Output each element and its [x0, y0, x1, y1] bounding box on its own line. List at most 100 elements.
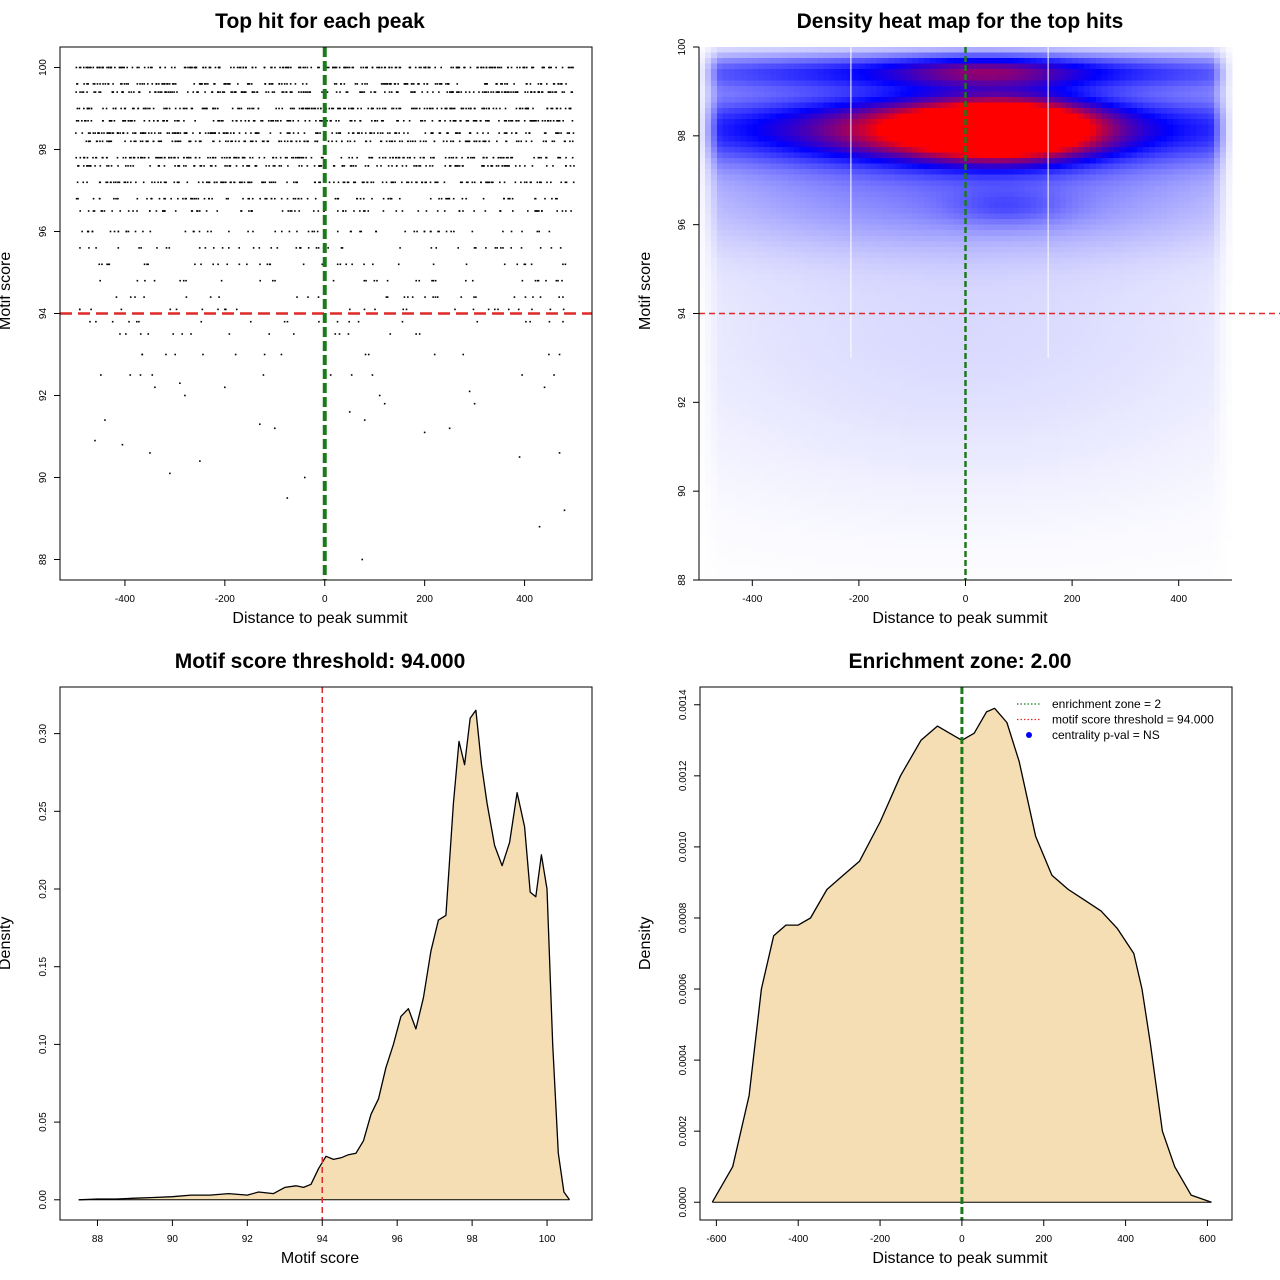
heatmap-cell: [740, 457, 747, 465]
heatmap-cell: [858, 47, 866, 54]
scatter-point: [317, 247, 320, 249]
heatmap-cell: [734, 313, 742, 320]
scatter-point: [352, 107, 355, 110]
scatter-point: [125, 230, 128, 233]
heatmap-cell: [758, 47, 765, 54]
heatmap-cell: [699, 141, 706, 148]
scatter-point: [243, 181, 246, 184]
heatmap-cell: [847, 235, 854, 242]
scatter-point: [505, 120, 508, 122]
scatter-point: [228, 247, 230, 249]
heatmap-cell: [740, 141, 747, 148]
heatmap-cell: [817, 380, 824, 387]
heatmap-cell: [870, 208, 878, 215]
heatmap-cell: [835, 441, 842, 448]
scatter-point: [163, 165, 166, 167]
heatmap-cell: [870, 319, 878, 326]
heatmap-cell: [829, 380, 836, 387]
scatter-point: [510, 120, 512, 122]
heatmap-cell: [699, 257, 706, 265]
heatmap-cell: [764, 402, 771, 409]
scatter-point: [217, 120, 219, 122]
heatmap-cell: [752, 141, 759, 148]
heatmap-cell: [805, 330, 813, 337]
heatmap-cell: [852, 330, 860, 337]
scatter-point: [142, 156, 144, 159]
scatter-point: [465, 181, 468, 184]
heatmap-cell: [728, 108, 736, 115]
heatmap-cell: [752, 491, 759, 498]
heatmap-cell: [758, 169, 765, 176]
heatmap-cell: [704, 391, 712, 398]
heatmap-cell: [847, 313, 854, 320]
heatmap-cell: [722, 518, 730, 526]
heatmap-cell: [793, 124, 801, 131]
heatmap-cell: [817, 169, 824, 176]
heatmap-cell: [793, 374, 801, 381]
scatter-point: [272, 165, 275, 167]
heatmap-cell: [852, 335, 860, 342]
heatmap-cell: [764, 396, 771, 403]
scatter-point: [238, 247, 240, 249]
scatter-point: [334, 333, 337, 335]
heatmap-cell: [793, 463, 801, 470]
scatter-point: [535, 120, 537, 122]
heatmap-cell: [847, 563, 854, 570]
scatter-point: [266, 263, 269, 266]
heatmap-cell: [781, 385, 789, 392]
scatter-point: [252, 120, 255, 122]
heatmap-cell: [841, 269, 848, 276]
heatmap-cell: [710, 346, 718, 353]
heatmap-cell: [852, 152, 860, 159]
scatter-point: [223, 83, 225, 85]
scatter-point: [238, 107, 241, 110]
scatter-point: [149, 452, 151, 454]
scatter-point: [168, 247, 171, 249]
heatmap-cell: [728, 163, 736, 170]
scatter-point: [239, 181, 241, 184]
scatter-point: [251, 156, 254, 159]
heatmap-cell: [864, 69, 872, 76]
heatmap-cell: [847, 219, 854, 226]
scatter-point: [392, 156, 394, 159]
heatmap-cell: [728, 385, 736, 392]
heatmap-cell: [716, 302, 724, 309]
heatmap-cell: [781, 235, 789, 242]
scatter-point: [230, 66, 232, 69]
heatmap-cell: [710, 135, 718, 142]
heatmap-cell: [775, 158, 783, 165]
heatmap-cell: [764, 269, 771, 276]
heatmap-cell: [758, 341, 765, 348]
heatmap-cell: [829, 191, 836, 198]
heatmap-cell: [841, 91, 848, 98]
heatmap-cell: [740, 69, 747, 76]
heatmap-cell: [722, 407, 730, 415]
heatmap-cell: [758, 413, 765, 420]
scatter-point: [106, 165, 108, 167]
heatmap-cell: [781, 263, 789, 270]
heatmap-cell: [728, 52, 736, 59]
heatmap-cell: [787, 52, 795, 59]
heatmap-cell: [716, 380, 724, 387]
scatter-point: [565, 156, 567, 159]
scatter-point: [296, 156, 299, 159]
heatmap-cell: [740, 507, 747, 514]
heatmap-cell: [740, 502, 747, 509]
scatter-point: [373, 132, 375, 134]
scatter-point: [502, 230, 504, 233]
heatmap-cell: [852, 63, 860, 70]
scatter-point: [283, 140, 286, 143]
heatmap-cell: [805, 524, 813, 531]
scatter-point: [210, 230, 212, 233]
heatmap-cell: [858, 541, 866, 548]
heatmap-cell: [716, 357, 724, 365]
heatmap-cell: [775, 63, 783, 70]
heatmap-cell: [793, 63, 801, 70]
scatter-point: [274, 66, 276, 69]
scatter-point: [365, 140, 368, 143]
heatmap-cell: [793, 369, 801, 376]
heatmap-cell: [841, 58, 848, 65]
heatmap-cell: [764, 463, 771, 470]
heatmap-cell: [852, 369, 860, 376]
scatter-point: [253, 120, 256, 122]
